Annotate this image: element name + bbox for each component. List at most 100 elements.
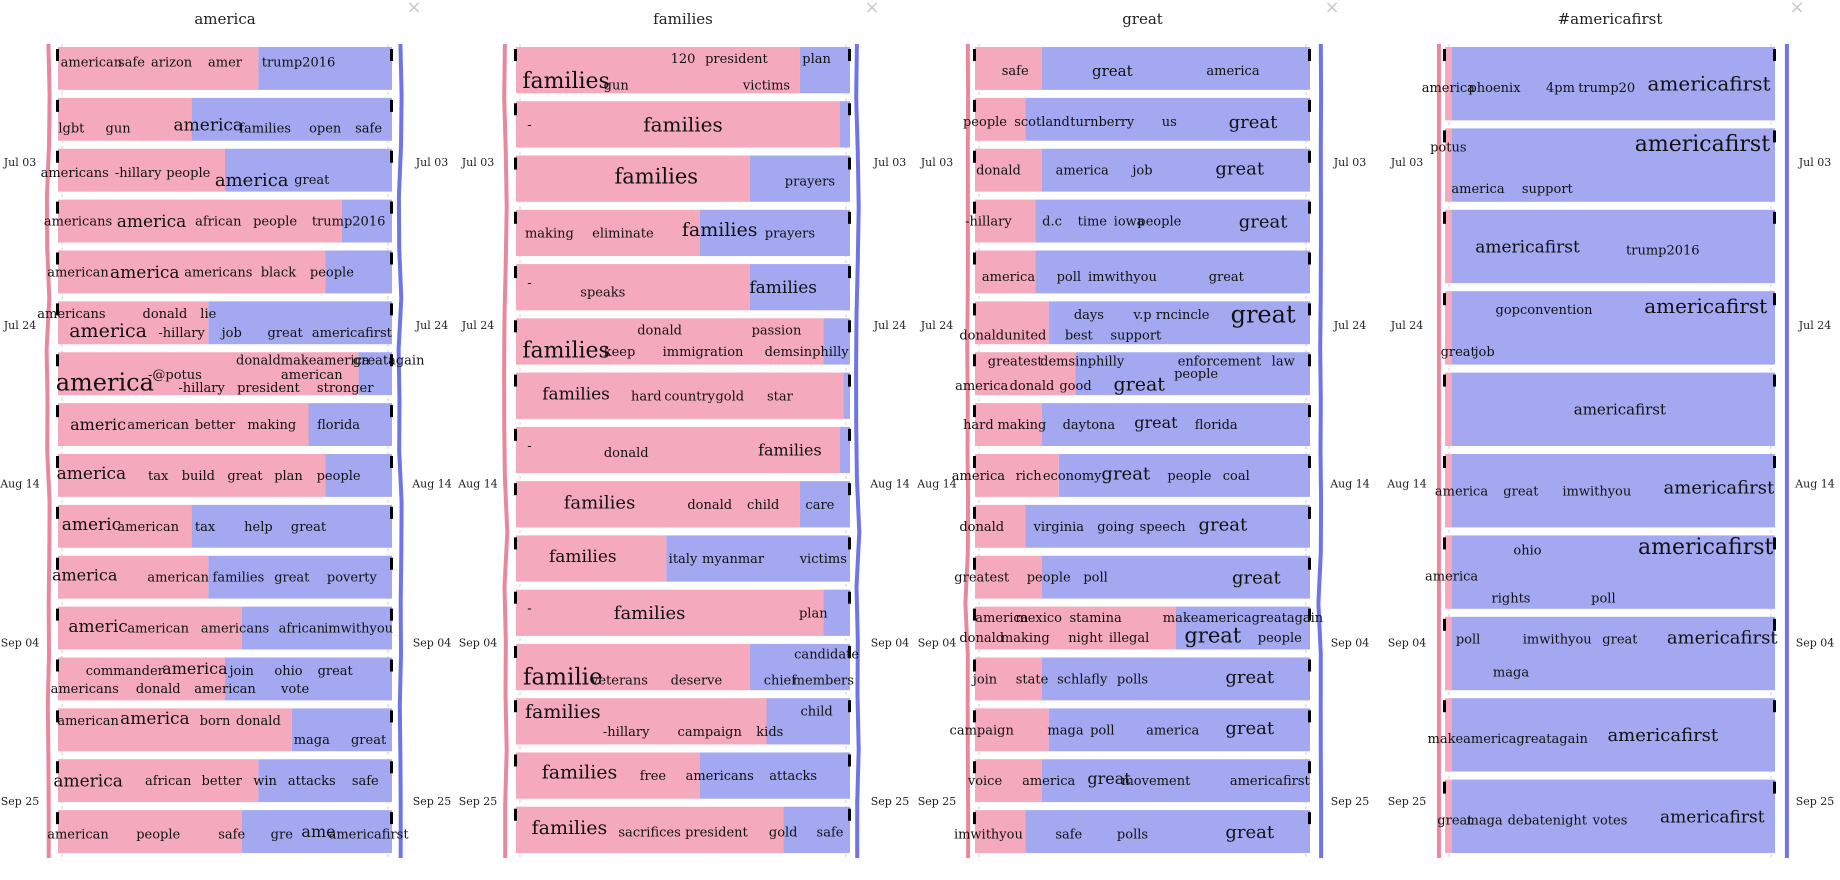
panel-2: great × safe great america people scotland turn… (916, 0, 1370, 858)
pink-share-bar (516, 209, 700, 257)
date-label: Jul 24 (1333, 319, 1367, 332)
start-marker (973, 99, 976, 112)
blue-share-bar (1042, 148, 1310, 192)
keyword-label: open (309, 121, 342, 136)
start-marker (1443, 374, 1446, 387)
blue-share-bar (749, 643, 850, 691)
keyword-label: maga (1467, 814, 1503, 829)
row-band: greatest people poll great (954, 555, 1311, 599)
keyword-label: maga (1047, 723, 1083, 738)
close-icon[interactable]: × (864, 0, 879, 18)
keyword-label: daytona (1063, 418, 1116, 433)
end-marker (1773, 618, 1776, 631)
date-label: Sep 25 (871, 795, 910, 808)
keyword-label: america (117, 212, 187, 232)
keyword-label: making (997, 418, 1046, 433)
pink-share-bar (58, 148, 225, 192)
keyword-label: americafirst (1635, 132, 1770, 157)
end-marker (390, 506, 393, 519)
keyword-label: americafirst (1475, 237, 1580, 257)
pink-share-bar (516, 101, 840, 148)
pink-share-bar (975, 759, 1042, 803)
blue-share-bar (1176, 606, 1310, 650)
blue-share-bar (1042, 555, 1310, 599)
keyword-label: great (1225, 667, 1275, 688)
keyword-label: polls (1117, 673, 1148, 688)
pink-share-bar (1445, 128, 1452, 202)
keyword-label: great (1092, 62, 1133, 80)
end-marker (848, 483, 851, 496)
keyword-label: best (1065, 328, 1094, 343)
keyword-label: america (1451, 182, 1504, 197)
keyword-label: - (527, 439, 531, 454)
pink-share-bar (58, 606, 242, 650)
keyword-label: americ (70, 415, 126, 434)
row-band: - donald families (514, 426, 851, 474)
start-marker (514, 266, 517, 279)
keyword-label: job (1473, 345, 1495, 360)
blue-share-bar (191, 504, 392, 548)
pink-share-bar (516, 426, 840, 474)
pink-share-bar (58, 250, 326, 294)
blue-share-bar (191, 97, 392, 141)
end-marker (1308, 252, 1311, 265)
blue-share-bar (699, 752, 850, 799)
start-marker (56, 557, 59, 570)
blue-share-bar (823, 589, 850, 636)
blue-share-bar (839, 426, 850, 474)
pink-share-bar (1445, 372, 1452, 446)
close-icon[interactable]: × (1789, 0, 1804, 18)
keyword-label: great (274, 571, 310, 586)
row-band: safe great america (973, 47, 1311, 90)
keyword-label: america (1206, 64, 1259, 79)
keyword-label: prayers (785, 175, 835, 190)
start-marker (973, 456, 976, 468)
keyword-label: families (758, 441, 822, 460)
keyword-label: president (237, 381, 300, 396)
close-icon[interactable]: × (406, 0, 421, 18)
pink-share-bar (1445, 291, 1452, 365)
keyword-label: families (682, 219, 758, 241)
keyword-label: tax (148, 469, 169, 484)
keyword-label: people (1027, 571, 1071, 586)
start-marker (973, 659, 976, 672)
blue-share-bar (1451, 698, 1775, 772)
end-marker (1308, 201, 1311, 214)
keyword-label: families (549, 547, 617, 567)
blue-share-bar (358, 352, 392, 396)
blue-share-bar (208, 555, 392, 599)
close-icon[interactable]: × (1324, 0, 1339, 18)
keyword-label: america (110, 263, 180, 283)
date-label: Jul 03 (415, 156, 449, 169)
date-label: Jul 03 (873, 156, 907, 169)
keyword-label: attacks (769, 769, 817, 784)
keyword-label: great (1441, 345, 1477, 360)
pink-share-bar (516, 698, 767, 745)
keyword-label: america (174, 115, 244, 135)
start-marker (973, 303, 976, 316)
blue-share-bar (1451, 616, 1775, 691)
keyword-label: america (1022, 774, 1075, 789)
end-marker (848, 157, 851, 170)
keyword-label: donald (976, 164, 1021, 179)
panel-title: great (1122, 10, 1163, 28)
date-label: Jul 03 (920, 156, 954, 169)
blue-share-bar (666, 535, 850, 582)
pink-share-bar (975, 199, 1036, 243)
end-marker (1308, 303, 1311, 316)
end-marker (390, 49, 393, 61)
keyword-label: gre (271, 827, 294, 842)
keyword-label: child (800, 705, 832, 720)
keyword-label: families (615, 165, 699, 189)
keyword-label: candidate (794, 648, 859, 663)
blue-edge-curve (1316, 43, 1324, 858)
end-marker (390, 354, 393, 367)
pink-share-bar (58, 657, 225, 701)
end-marker (1308, 812, 1311, 825)
row-band: families child -hillary campaign kids (514, 698, 851, 745)
start-marker (514, 49, 517, 61)
